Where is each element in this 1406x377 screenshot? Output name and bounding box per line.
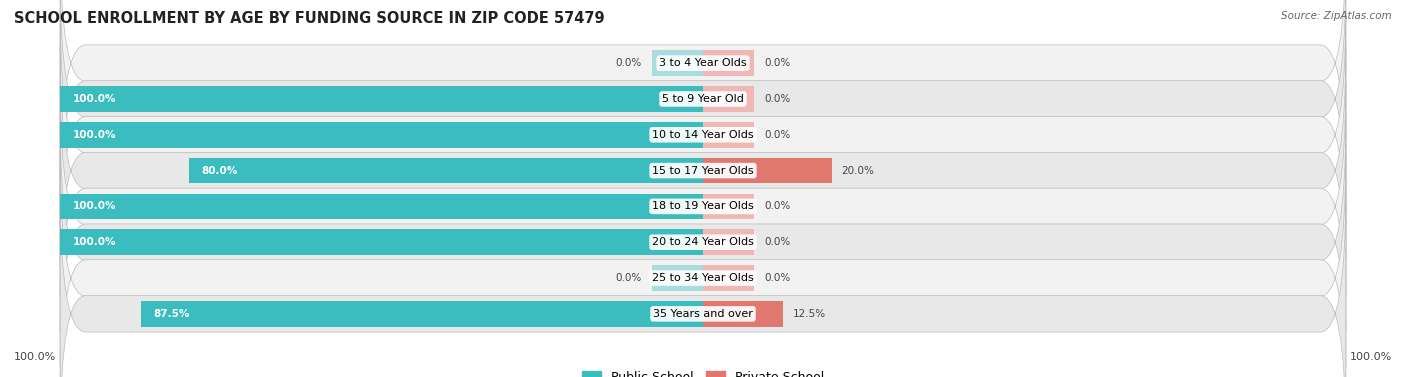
Text: 100.0%: 100.0% — [73, 201, 117, 211]
Bar — [651, 50, 703, 76]
Bar — [703, 265, 755, 291]
FancyBboxPatch shape — [60, 81, 1346, 331]
Bar — [60, 229, 703, 255]
Text: 20.0%: 20.0% — [841, 166, 875, 176]
Bar — [141, 301, 703, 327]
FancyBboxPatch shape — [60, 46, 1346, 296]
Bar — [703, 122, 755, 148]
Text: 5 to 9 Year Old: 5 to 9 Year Old — [662, 94, 744, 104]
Bar — [188, 158, 703, 184]
Bar — [651, 265, 703, 291]
Text: 3 to 4 Year Olds: 3 to 4 Year Olds — [659, 58, 747, 68]
FancyBboxPatch shape — [60, 189, 1346, 377]
FancyBboxPatch shape — [60, 0, 1346, 224]
Bar — [60, 86, 703, 112]
Text: 0.0%: 0.0% — [763, 58, 790, 68]
Text: 10 to 14 Year Olds: 10 to 14 Year Olds — [652, 130, 754, 140]
Bar — [60, 122, 703, 148]
Bar — [703, 229, 755, 255]
FancyBboxPatch shape — [60, 0, 1346, 188]
Bar — [703, 193, 755, 219]
Text: 100.0%: 100.0% — [1350, 352, 1392, 362]
Text: 80.0%: 80.0% — [201, 166, 238, 176]
Text: 0.0%: 0.0% — [763, 237, 790, 247]
Text: 12.5%: 12.5% — [793, 309, 827, 319]
Bar — [60, 193, 703, 219]
Bar — [703, 158, 831, 184]
Text: 0.0%: 0.0% — [763, 130, 790, 140]
Text: 100.0%: 100.0% — [73, 130, 117, 140]
Text: 0.0%: 0.0% — [763, 94, 790, 104]
FancyBboxPatch shape — [60, 10, 1346, 260]
Text: Source: ZipAtlas.com: Source: ZipAtlas.com — [1281, 11, 1392, 21]
Text: 0.0%: 0.0% — [616, 273, 643, 283]
FancyBboxPatch shape — [60, 153, 1346, 377]
Bar — [703, 301, 783, 327]
Text: 100.0%: 100.0% — [14, 352, 56, 362]
Bar — [703, 50, 755, 76]
Text: SCHOOL ENROLLMENT BY AGE BY FUNDING SOURCE IN ZIP CODE 57479: SCHOOL ENROLLMENT BY AGE BY FUNDING SOUR… — [14, 11, 605, 26]
FancyBboxPatch shape — [60, 117, 1346, 367]
Text: 0.0%: 0.0% — [763, 273, 790, 283]
Text: 100.0%: 100.0% — [73, 94, 117, 104]
Text: 0.0%: 0.0% — [763, 201, 790, 211]
Bar — [703, 86, 755, 112]
Text: 35 Years and over: 35 Years and over — [652, 309, 754, 319]
Text: 87.5%: 87.5% — [153, 309, 190, 319]
Text: 20 to 24 Year Olds: 20 to 24 Year Olds — [652, 237, 754, 247]
Text: 100.0%: 100.0% — [73, 237, 117, 247]
Text: 18 to 19 Year Olds: 18 to 19 Year Olds — [652, 201, 754, 211]
Text: 25 to 34 Year Olds: 25 to 34 Year Olds — [652, 273, 754, 283]
Legend: Public School, Private School: Public School, Private School — [576, 366, 830, 377]
Text: 0.0%: 0.0% — [616, 58, 643, 68]
Text: 15 to 17 Year Olds: 15 to 17 Year Olds — [652, 166, 754, 176]
